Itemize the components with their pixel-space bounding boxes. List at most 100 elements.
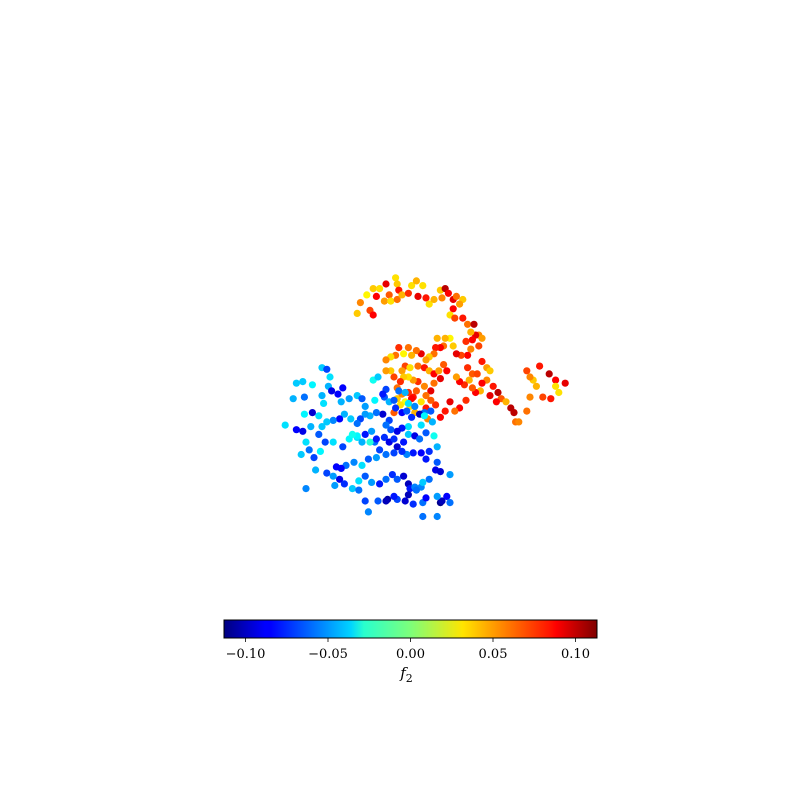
scatter-point: [515, 418, 523, 426]
scatter-point: [366, 438, 374, 446]
scatter-point: [398, 291, 406, 299]
scatter-point: [462, 337, 470, 345]
scatter-point: [337, 398, 345, 406]
scatter-point: [390, 449, 398, 457]
scatter-point: [401, 388, 409, 397]
scatter-point: [382, 497, 390, 505]
colorbar-ticks: −0.10 −0.05 0.00 0.05 0.10: [226, 638, 590, 662]
scatter-point: [523, 367, 531, 375]
scatter-point: [436, 468, 444, 476]
scatter-point: [385, 291, 393, 299]
scatter-point: [339, 384, 347, 392]
scatter-point: [396, 378, 404, 386]
scatter-point: [470, 320, 478, 328]
scatter-point: [545, 370, 553, 378]
scatter-point: [281, 421, 289, 429]
scatter-point: [446, 398, 454, 406]
scatter-point: [388, 471, 396, 479]
scatter-point: [361, 472, 369, 480]
scatter-point: [451, 407, 459, 415]
scatter-point: [315, 430, 323, 438]
scatter-point: [547, 395, 555, 403]
scatter-point: [414, 292, 422, 300]
scatter-point: [473, 370, 481, 378]
scatter-point: [459, 314, 467, 322]
scatter-point: [467, 345, 475, 353]
scatter-point: [368, 427, 376, 435]
scatter-point: [422, 429, 430, 437]
scatter-point: [432, 401, 440, 409]
scatter-point: [372, 454, 380, 462]
scatter-point: [438, 497, 446, 505]
scatter-point: [369, 311, 377, 319]
scatter-point: [430, 379, 438, 387]
scatter-point: [420, 412, 428, 420]
scatter-point: [427, 407, 435, 415]
scatter-point: [404, 491, 412, 499]
scatter-point: [430, 432, 438, 440]
scatter-point: [372, 292, 380, 300]
scatter-point: [395, 344, 403, 352]
scatter-point: [492, 398, 500, 406]
scatter-point: [364, 508, 372, 516]
scatter-point: [395, 387, 403, 395]
scatter-point: [467, 328, 475, 336]
scatter-point: [414, 362, 422, 370]
scatter-point: [292, 426, 300, 434]
scatter-point: [300, 410, 308, 418]
scatter-point: [348, 430, 356, 438]
scatter-point: [404, 289, 412, 297]
scatter-point: [436, 413, 444, 421]
scatter-point: [409, 500, 417, 508]
scatter-point: [446, 471, 454, 479]
scatter-point: [422, 294, 430, 302]
scatter-point: [451, 314, 459, 322]
scatter-point: [425, 447, 433, 455]
scatter-point: [393, 475, 401, 483]
scatter-point: [552, 376, 560, 384]
scatter-point: [526, 373, 534, 381]
scatter-point: [358, 438, 366, 446]
scatter-point: [489, 382, 497, 390]
scatter-point: [433, 458, 441, 466]
scatter-point: [400, 350, 408, 358]
scatter-point: [339, 443, 347, 451]
scatter-point: [408, 413, 416, 421]
scatter-point: [433, 334, 441, 342]
scatter-point: [372, 435, 380, 443]
scatter-point: [321, 438, 329, 446]
scatter-point: [390, 435, 398, 443]
scatter-point: [440, 361, 448, 369]
scatter-point: [363, 291, 371, 299]
scatter-point: [387, 426, 395, 434]
scatter-point: [464, 320, 472, 328]
scatter-point: [478, 334, 486, 342]
scatter-point: [320, 399, 328, 407]
scatter-point: [323, 365, 331, 373]
scatter-point: [435, 367, 443, 375]
scatter-point: [392, 274, 400, 282]
scatter-point: [374, 373, 382, 381]
scatter-point: [465, 376, 473, 384]
scatter-point: [299, 378, 307, 386]
scatter-point: [364, 455, 372, 463]
scatter-point: [358, 395, 366, 403]
scatter-point: [329, 472, 337, 480]
scatter-point: [412, 277, 420, 285]
scatter-point: [380, 297, 388, 305]
scatter-point: [334, 390, 342, 398]
colorbar-tick-label: 0.10: [561, 647, 590, 662]
scatter-point: [368, 478, 376, 486]
scatter-point: [353, 309, 361, 317]
scatter-point: [329, 438, 337, 446]
scatter-point: [387, 297, 395, 305]
scatter-point: [404, 399, 412, 407]
scatter-point: [382, 280, 390, 288]
scatter-point: [438, 294, 446, 302]
scatter-point: [427, 387, 435, 395]
scatter-point: [353, 419, 361, 428]
scatter-point: [444, 289, 452, 297]
scatter-point: [532, 382, 541, 390]
scatter-point: [323, 469, 331, 477]
